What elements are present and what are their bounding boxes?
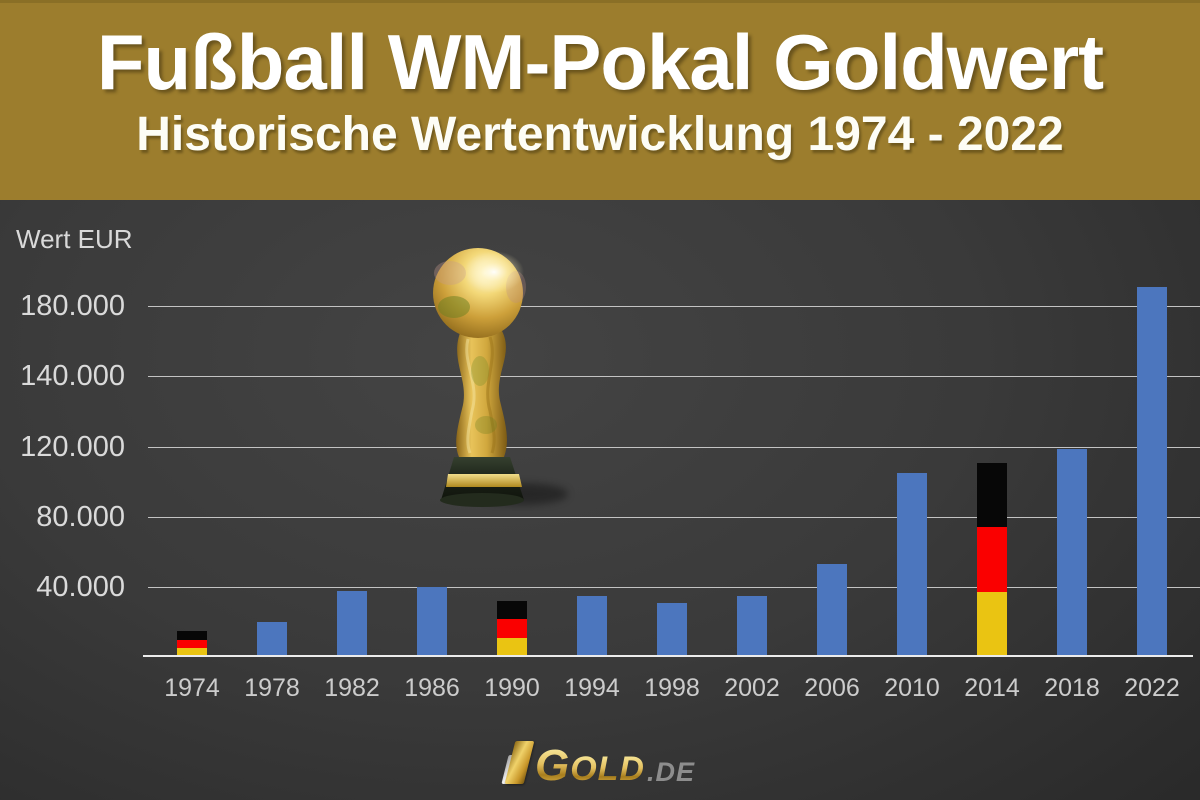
gridline xyxy=(148,376,1200,378)
germany-flag-segment xyxy=(177,639,207,648)
bar-2022 xyxy=(1137,286,1167,656)
bar-1978 xyxy=(257,621,287,656)
gold-ingot-icon xyxy=(504,741,535,784)
logo-text-old: OLD xyxy=(570,750,645,789)
bar-1998 xyxy=(657,603,687,656)
x-tick-label: 1986 xyxy=(404,674,460,702)
page-header: Fußball WM-Pokal Goldwert Historische We… xyxy=(0,0,1200,200)
y-tick-label: 140.000 xyxy=(20,360,125,393)
bar-1974 xyxy=(177,631,207,656)
germany-flag-segment xyxy=(977,591,1007,656)
gridline xyxy=(148,516,1200,518)
logo-tld: .DE xyxy=(647,756,696,787)
bar-1982 xyxy=(337,590,367,656)
chart-area: Wert EUR 180.000 140.000 120.000 80.000 40.0… xyxy=(0,200,1200,800)
gold-de-logo: G OLD .DE xyxy=(501,740,696,790)
bar-1994 xyxy=(577,596,607,656)
x-tick-label: 1974 xyxy=(164,674,220,702)
bar-2006 xyxy=(817,563,847,656)
bar-2014 xyxy=(977,462,1007,656)
germany-flag-segment xyxy=(177,631,207,640)
gridline xyxy=(148,306,1200,307)
x-tick-label: 2010 xyxy=(884,674,940,702)
gridline xyxy=(148,587,1200,589)
germany-flag-segment xyxy=(497,637,527,656)
bar-2002 xyxy=(737,596,767,656)
germany-flag-segment xyxy=(977,462,1007,528)
x-tick-label: 2002 xyxy=(724,674,780,702)
x-tick-label: 1994 xyxy=(564,674,620,702)
x-tick-label: 1982 xyxy=(324,674,380,702)
x-tick-label: 2014 xyxy=(964,674,1020,702)
logo-letter-g: G xyxy=(534,740,571,790)
y-tick-label: 40.000 xyxy=(36,571,125,604)
bar-1986 xyxy=(417,587,447,656)
germany-flag-segment xyxy=(977,527,1007,592)
bar-2018 xyxy=(1057,448,1087,656)
bar-1990 xyxy=(497,600,527,656)
germany-flag-segment xyxy=(497,600,527,620)
germany-flag-segment xyxy=(497,619,527,638)
y-tick-label: 180.000 xyxy=(20,290,125,322)
x-tick-label: 2006 xyxy=(804,674,860,702)
page-title: Fußball WM-Pokal Goldwert xyxy=(96,18,1104,106)
x-tick-label: 1978 xyxy=(244,674,300,702)
x-tick-label: 1990 xyxy=(484,674,540,702)
x-tick-label: 1998 xyxy=(644,674,700,702)
bar-2010 xyxy=(897,473,927,656)
y-tick-label: 120.000 xyxy=(20,430,125,463)
x-tick-label: 2018 xyxy=(1044,674,1100,702)
germany-flag-segment xyxy=(177,647,207,656)
page-subtitle: Historische Wertentwicklung 1974 - 2022 xyxy=(136,108,1064,161)
y-tick-label: 80.000 xyxy=(36,500,125,533)
x-tick-label: 2022 xyxy=(1124,674,1180,702)
world-cup-trophy-image xyxy=(433,248,568,507)
y-axis-unit-label: Wert EUR xyxy=(16,224,133,254)
gridline xyxy=(148,446,1200,448)
x-axis-line xyxy=(143,655,1193,657)
